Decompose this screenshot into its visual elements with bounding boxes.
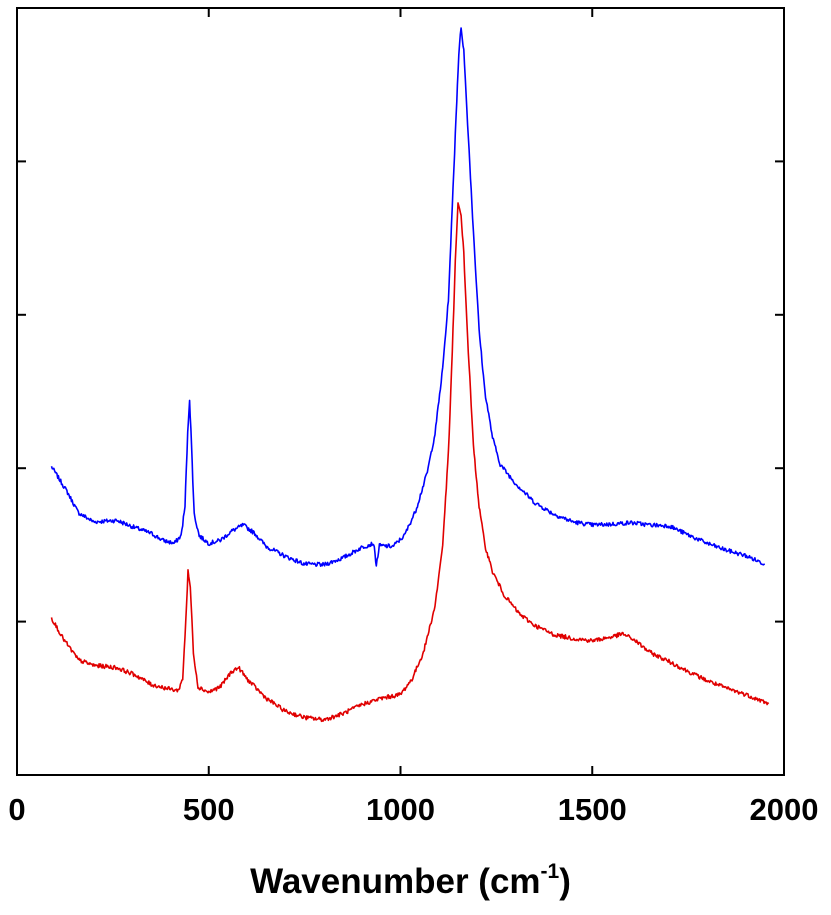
x-tick-label-500: 500 bbox=[183, 792, 235, 827]
tick-layer: 0 500 1000 1500 2000 bbox=[8, 8, 818, 827]
series-layer bbox=[50, 27, 770, 723]
x-tick-label-1000: 1000 bbox=[366, 792, 435, 827]
x-tick-label-2000: 2000 bbox=[750, 792, 819, 827]
x-axis-title-close: ) bbox=[559, 862, 571, 901]
x-tick-label-1500: 1500 bbox=[558, 792, 627, 827]
series-line-2 bbox=[50, 202, 770, 723]
series-line-1 bbox=[50, 27, 766, 567]
x-axis-title: Wavenumber (cm-1) bbox=[250, 860, 571, 901]
x-tick-label-0: 0 bbox=[8, 792, 25, 827]
x-axis-title-main: Wavenumber (cm bbox=[250, 862, 540, 901]
x-axis-title-superscript: -1 bbox=[541, 860, 560, 883]
